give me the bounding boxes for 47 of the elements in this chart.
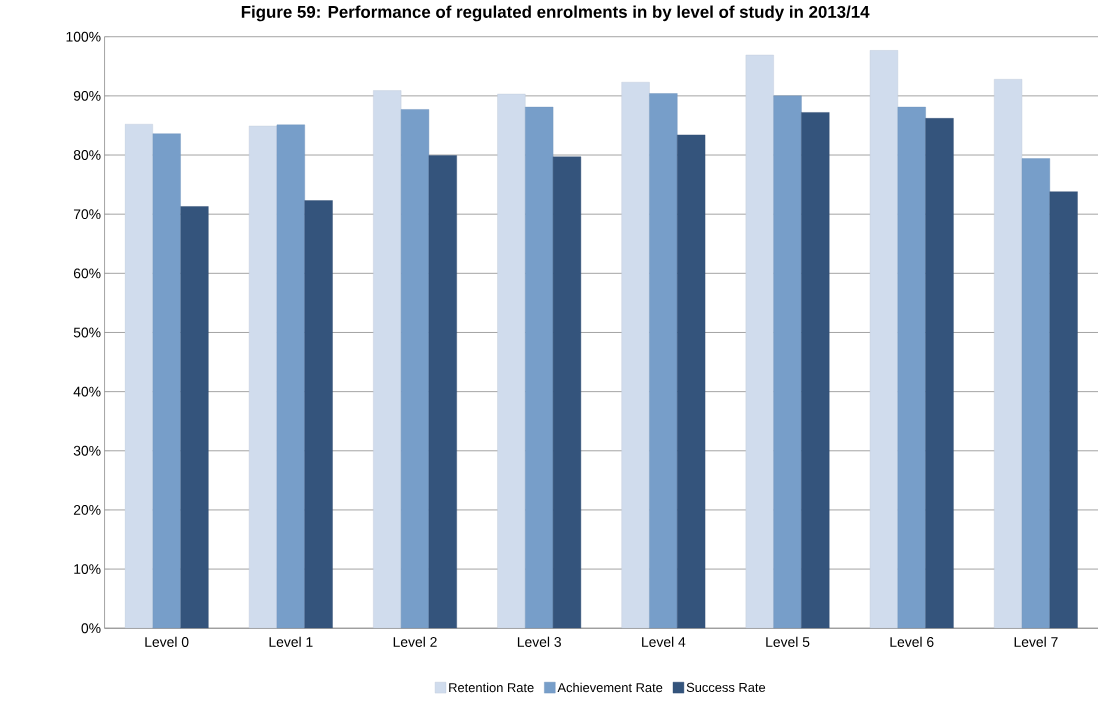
bar xyxy=(1049,191,1078,629)
x-tick-label: Level 3 xyxy=(517,636,561,648)
x-tick-label: Level 7 xyxy=(1014,636,1058,648)
bar xyxy=(649,93,678,629)
y-tick-label: 90% xyxy=(73,91,101,102)
x-tick-label: Level 2 xyxy=(393,636,437,648)
x-tick-label: Level 6 xyxy=(890,636,934,648)
y-tick-label: 20% xyxy=(73,505,101,516)
y-tick-label: 0% xyxy=(81,623,101,634)
bar xyxy=(552,156,582,629)
x-tick-label: Level 4 xyxy=(642,636,686,648)
bar xyxy=(677,134,706,629)
bar xyxy=(925,118,954,629)
y-tick-label: 100% xyxy=(66,32,101,42)
bar xyxy=(869,50,899,629)
bar xyxy=(373,90,402,629)
y-tick-label: 60% xyxy=(73,268,101,279)
bar xyxy=(801,112,830,629)
bar xyxy=(994,79,1023,629)
y-tick-label: 70% xyxy=(73,209,101,220)
chart-title: Figure 59: Performance of regulated enrolments in by level of study in 2013/14 xyxy=(241,5,870,22)
bar xyxy=(497,94,526,629)
bar xyxy=(525,107,554,629)
y-tick-label: 10% xyxy=(74,564,101,575)
bar xyxy=(248,126,278,629)
bar xyxy=(400,109,430,629)
bar xyxy=(773,95,802,629)
legend-label: Success Rate xyxy=(686,683,766,693)
bar xyxy=(897,107,926,629)
y-tick-label: 50% xyxy=(73,327,101,338)
bar xyxy=(180,206,209,629)
bar xyxy=(304,200,333,629)
y-tick-label: 80% xyxy=(73,150,101,161)
bar xyxy=(152,133,181,629)
x-tick-label: Level 0 xyxy=(145,636,189,648)
legend-label: Retention Rate xyxy=(449,682,534,693)
bar xyxy=(621,82,650,629)
bar xyxy=(745,55,774,629)
y-tick-label: 30% xyxy=(73,446,101,456)
bar xyxy=(276,124,305,629)
x-tick-label: Level 5 xyxy=(766,636,810,648)
bar xyxy=(428,155,457,629)
bar xyxy=(124,124,153,629)
y-tick-label: 40% xyxy=(73,386,101,397)
legend-label: Achievement Rate xyxy=(557,682,663,693)
x-tick-label: Level 1 xyxy=(269,636,313,648)
bar xyxy=(1021,158,1051,629)
